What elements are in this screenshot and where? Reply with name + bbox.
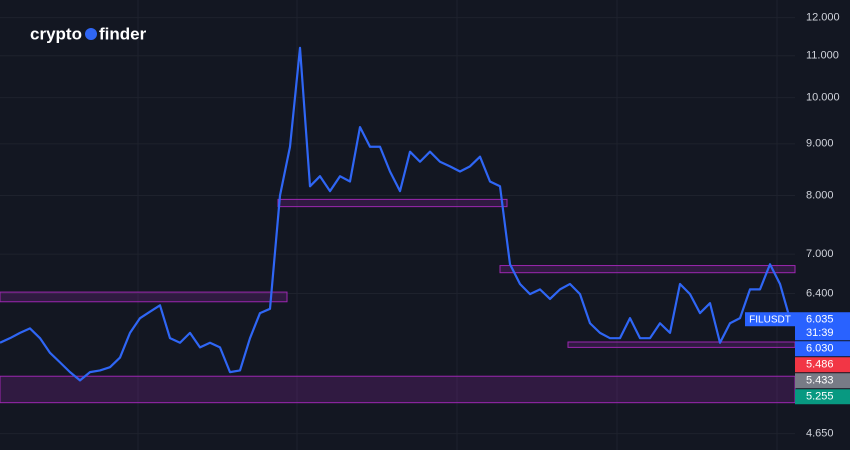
y-tick-label: 4.650: [806, 428, 834, 440]
y-tick-label: 8.000: [806, 189, 834, 201]
price-label: 5.255: [806, 391, 834, 403]
price-label: 6.035: [806, 314, 834, 326]
price-label: 6.030: [806, 343, 834, 355]
logo-icon: [85, 28, 97, 40]
symbol-box: [745, 312, 795, 327]
logo-text: crypto: [30, 24, 82, 43]
price-label-box: [795, 312, 850, 341]
y-tick-label: 9.000: [806, 138, 834, 150]
logo: crypto finder: [30, 24, 147, 43]
y-tick-label: 12.000: [806, 11, 840, 23]
y-tick-label: 6.400: [806, 287, 834, 299]
y-tick-label: 11.000: [806, 50, 839, 62]
countdown: 31:39: [806, 327, 834, 339]
price-line: [0, 46, 792, 382]
price-label-box: [795, 389, 850, 405]
price-label-box: [795, 341, 850, 357]
zone: [0, 291, 288, 303]
zone: [567, 341, 796, 348]
price-label-box: [795, 357, 850, 373]
y-tick-label: 10.000: [806, 91, 840, 103]
zone: [0, 375, 796, 404]
zone: [499, 265, 796, 274]
symbol: FILUSDT: [749, 314, 791, 325]
y-tick-label: 7.000: [806, 248, 834, 260]
price-label-box: [795, 373, 850, 389]
zone: [277, 198, 508, 208]
price-label: 5.433: [806, 375, 834, 387]
price-label: 5.486: [806, 359, 834, 371]
logo-text: finder: [99, 24, 147, 43]
